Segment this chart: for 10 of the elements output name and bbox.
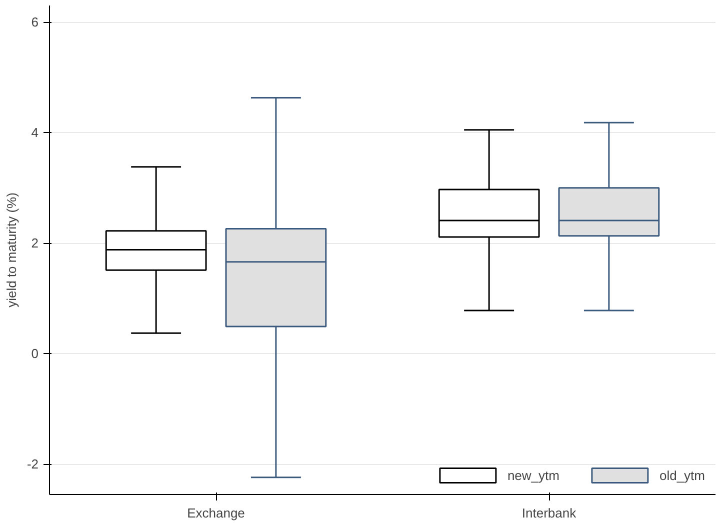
x-tick-label: Exchange — [187, 506, 245, 520]
y-tick-label: 2 — [31, 236, 39, 251]
y-tick-label: 6 — [31, 14, 39, 30]
legend-label: old_ytm — [659, 468, 705, 482]
y-axis-title: yield to maturity (%) — [4, 192, 19, 308]
legend-label: new_ytm — [507, 468, 560, 482]
x-tick-label: Interbank — [522, 506, 577, 520]
y-tick-label: -2 — [26, 456, 39, 472]
y-tick-label: 4 — [31, 125, 39, 140]
y-tick-label: 0 — [31, 346, 39, 362]
